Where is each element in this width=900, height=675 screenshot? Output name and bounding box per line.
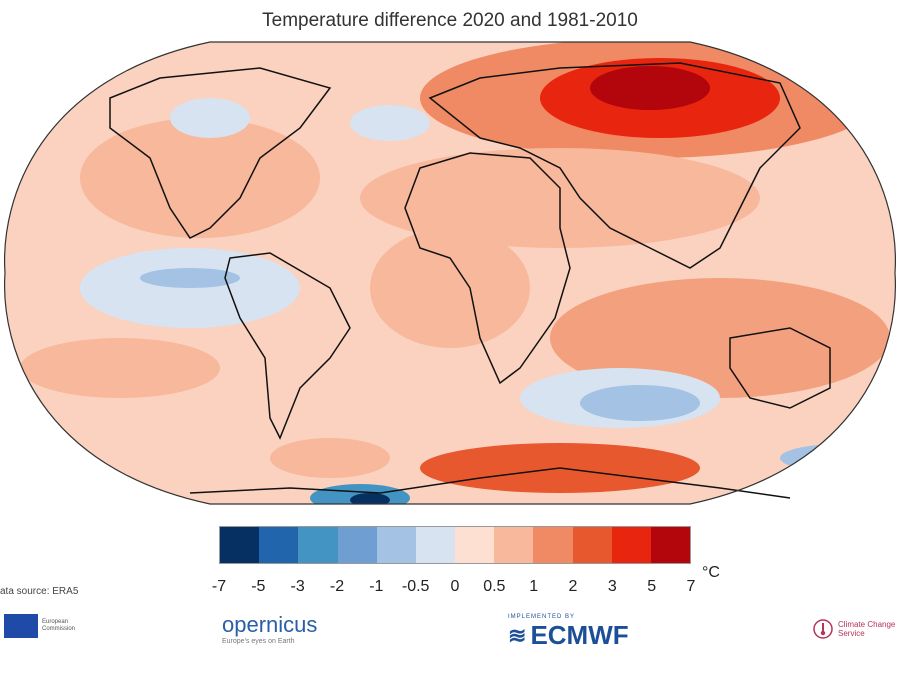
map-title: Temperature difference 2020 and 1981-201… <box>262 10 638 31</box>
color-swatch <box>572 527 612 563</box>
tick-label: -1 <box>369 578 384 595</box>
eu-logo: European Commission <box>4 614 82 638</box>
tick-label: 2 <box>568 578 578 595</box>
tick-label: 5 <box>647 578 657 595</box>
tick-label: 3 <box>607 578 617 595</box>
eu-flag-icon <box>4 614 38 638</box>
ecmwf-wave-icon: ≋ <box>508 622 527 648</box>
unit-label: °C <box>702 564 720 581</box>
tick-label: -5 <box>251 578 266 595</box>
color-swatch <box>298 527 338 563</box>
color-swatch <box>415 527 456 563</box>
tick-label: 7 <box>686 578 696 595</box>
color-swatch <box>220 527 260 563</box>
world-anomaly-map <box>3 41 897 505</box>
color-swatch <box>494 527 534 563</box>
color-swatch <box>337 527 377 563</box>
color-swatch <box>611 527 651 563</box>
ecmwf-logo: IMPLEMENTED BY ≋ ECMWF <box>508 614 629 650</box>
tick-label: -7 <box>211 578 227 595</box>
color-swatch <box>455 527 495 563</box>
copernicus-logo: opernicus Europe's eyes on Earth <box>222 612 318 645</box>
color-swatch <box>533 527 573 563</box>
coastlines <box>109 62 831 499</box>
tick-label: -2 <box>329 578 345 595</box>
anomaly-field <box>4 42 896 504</box>
color-swatch <box>259 527 299 563</box>
tick-label: -3 <box>290 578 305 595</box>
data-source-label: ata source: ERA5 <box>0 586 79 597</box>
tick-label: 0 <box>450 578 460 595</box>
climate-change-service-logo: Climate Change Service <box>812 618 898 640</box>
color-swatch <box>376 527 416 563</box>
tick-label: 1 <box>529 578 539 595</box>
tick-label: 0.5 <box>483 578 506 595</box>
thermometer-icon <box>813 619 833 639</box>
globe-outline <box>3 41 897 505</box>
color-scale-ticks: -7 -5 -3 -2 -1 -0.5 0 0.5 1 2 3 5 7 <box>0 578 900 600</box>
color-swatch <box>650 527 691 563</box>
color-scale-bar <box>219 526 691 564</box>
tick-label: -0.5 <box>401 578 430 595</box>
